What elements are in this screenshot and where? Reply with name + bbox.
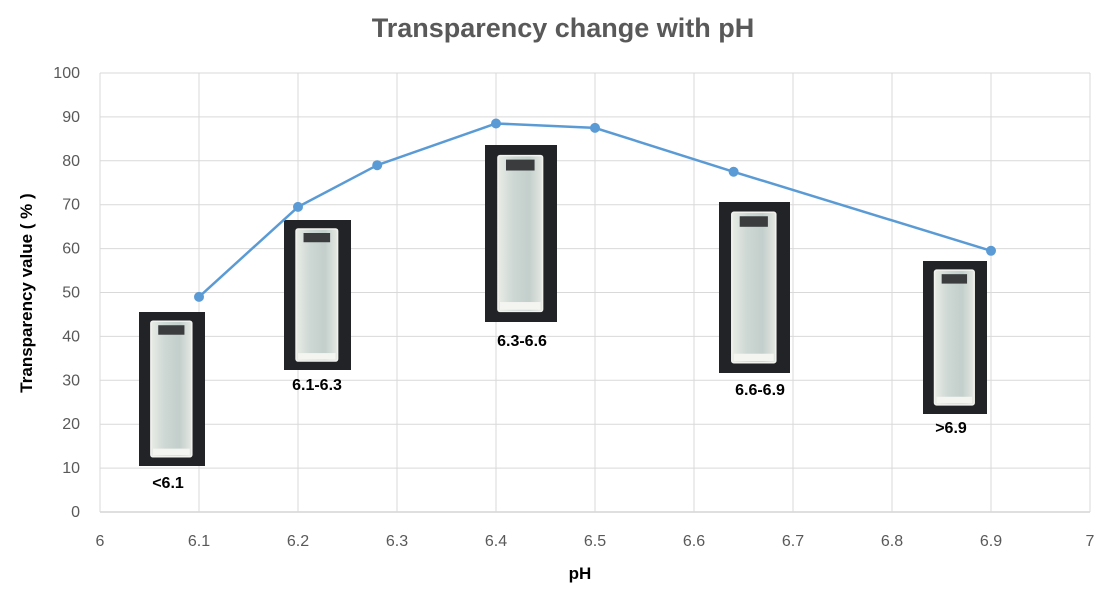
y-tick-label: 100 — [53, 65, 80, 82]
cuvette-opening — [941, 274, 968, 284]
y-tick-label: 80 — [62, 153, 80, 170]
y-tick-label: 20 — [62, 416, 80, 433]
cuvette-images: <6.1 6.1-6.3 6.3-6.6 6.6-6.9 >6.9 — [139, 145, 987, 492]
x-tick-label: 6.2 — [287, 533, 309, 550]
x-tick-label: 6.9 — [980, 533, 1002, 550]
x-tick-label: 6.3 — [386, 533, 408, 550]
cuvette-photo — [139, 312, 205, 466]
ph-range-label: 6.3-6.6 — [497, 333, 547, 350]
y-axis-label: Transparency value ( % ) — [17, 193, 36, 392]
cuvette-photo — [485, 145, 557, 322]
x-tick-label: 7 — [1086, 533, 1095, 550]
cuvette-body — [295, 228, 339, 362]
data-point — [728, 166, 739, 177]
x-tick-label: 6.4 — [485, 533, 507, 550]
cuvette-base — [298, 353, 336, 360]
cuvette-body — [731, 211, 777, 364]
cuvette-opening — [739, 216, 768, 227]
x-tick-label: 6 — [96, 533, 105, 550]
data-point — [194, 291, 204, 302]
y-tick-label: 90 — [62, 109, 80, 126]
cuvette-opening — [303, 233, 331, 243]
cuvette-base — [152, 448, 190, 456]
x-tick-label: 6.7 — [782, 533, 804, 550]
series-layer — [194, 118, 996, 302]
cuvette-opening — [158, 325, 185, 335]
y-tick-labels: 0 10 20 30 40 50 60 70 80 90 100 — [53, 65, 80, 521]
ph-range-label: 6.1-6.3 — [292, 377, 342, 394]
ph-range-label: 6.6-6.9 — [735, 382, 785, 399]
ph-range-label: <6.1 — [152, 475, 184, 492]
x-tick-label: 6.8 — [881, 533, 903, 550]
cuvette-base — [936, 396, 973, 404]
cuvette-opening — [505, 159, 535, 171]
cuvette-photo — [923, 261, 987, 414]
x-tick-label: 6.1 — [188, 533, 210, 550]
cuvette-body — [497, 154, 544, 313]
cuvette-photo — [284, 220, 351, 370]
y-tick-label: 30 — [62, 372, 80, 389]
x-tick-labels: 6 6.1 6.2 6.3 6.4 6.5 6.6 6.7 6.8 6.9 7 — [96, 533, 1095, 550]
ph-range-label: >6.9 — [935, 420, 967, 437]
cuvette-body — [933, 269, 975, 406]
chart-title: Transparency change with pH — [372, 13, 755, 43]
cuvette-body — [150, 320, 193, 458]
x-tick-label: 6.6 — [683, 533, 705, 550]
cuvette-base — [499, 302, 541, 310]
data-point — [986, 245, 996, 256]
y-tick-label: 50 — [62, 285, 80, 302]
y-tick-label: 60 — [62, 241, 80, 258]
y-tick-label: 10 — [62, 460, 80, 477]
y-tick-label: 70 — [62, 197, 80, 214]
x-axis-label: pH — [569, 564, 592, 583]
data-point — [491, 118, 501, 129]
y-tick-label: 40 — [62, 328, 80, 345]
data-point — [590, 122, 600, 133]
cuvette-photo — [719, 202, 790, 373]
data-point — [372, 160, 383, 171]
y-tick-label: 0 — [71, 504, 80, 521]
x-tick-label: 6.5 — [584, 533, 606, 550]
data-point — [293, 201, 303, 212]
cuvette-base — [733, 353, 774, 362]
